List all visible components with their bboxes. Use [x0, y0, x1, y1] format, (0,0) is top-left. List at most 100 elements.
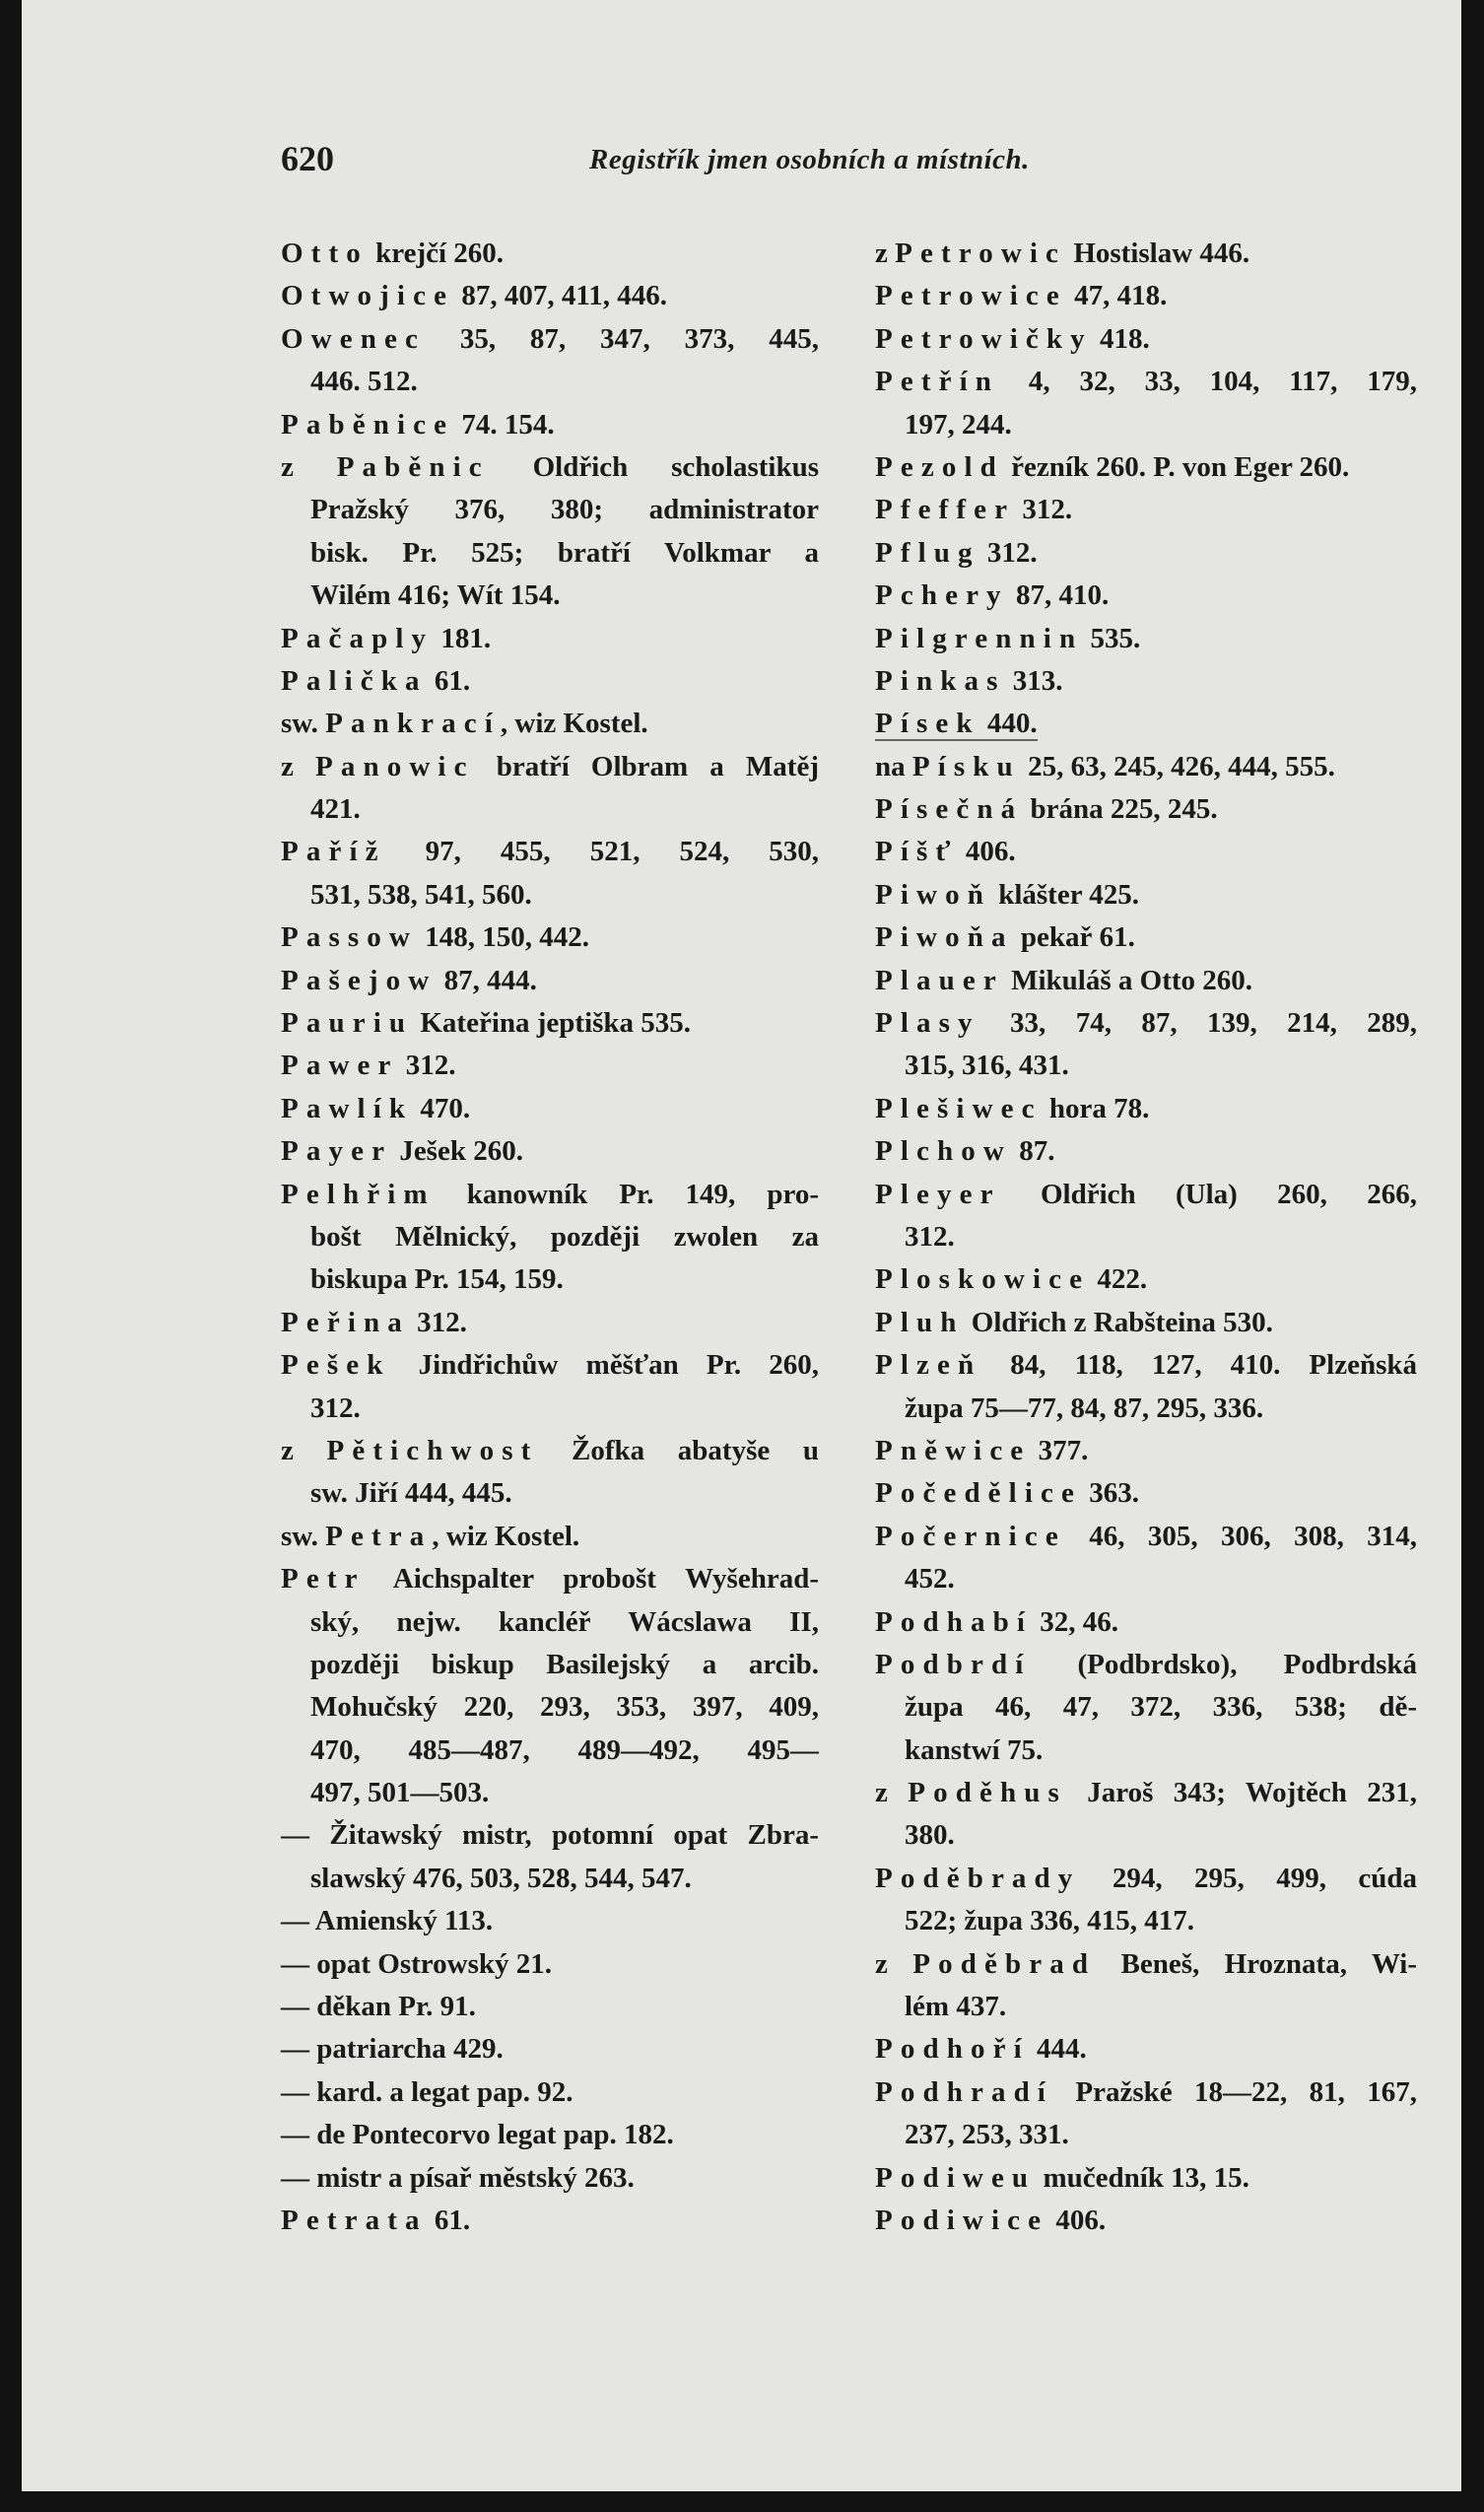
entry-references: Jaroš 343; Wojtěch 231,: [1066, 1777, 1417, 1809]
entry-continuation-line: Pražský 376, 380; administrator: [310, 494, 819, 526]
entry-headword: Počedělice: [875, 1477, 1083, 1510]
index-entry: z Poděbrad Beneš, Hroznata, Wi-lém 437.: [875, 1943, 1417, 2029]
entry-prefix: —: [281, 1819, 330, 1852]
entry-first-line: Otwojice 87, 407, 411, 446.: [281, 275, 819, 317]
entry-prefix: na: [875, 750, 912, 782]
entry-headword: Otto: [281, 238, 369, 269]
index-entry: Podiweu mučedník 13, 15.: [875, 2157, 1417, 2200]
entry-headword: Poděbrady: [875, 1862, 1081, 1894]
entry-references: 535.: [1083, 622, 1141, 654]
entry-first-line: — kard. a legat pap. 92.: [281, 2071, 819, 2114]
entry-headword: Palička: [281, 664, 428, 697]
entry-text: z Pětichwost Žofka abatyše u: [281, 1435, 819, 1466]
entry-headword: Pešek: [281, 1349, 391, 1382]
index-entry: Pačaply 181.: [281, 618, 819, 660]
index-entry: Počernice 46, 305, 306, 308, 314, 452.: [875, 1516, 1417, 1601]
book-page: 620 Registřík jmen osobních a místních. …: [22, 0, 1461, 2491]
index-column-left: Otto krejčí 260. Otwojice 87, 407, 411, 4…: [281, 233, 819, 2242]
entry-references: Beneš, Hroznata, Wi-: [1096, 1947, 1417, 1980]
index-entry: Plauer Mikuláš a Otto 260.: [875, 960, 1417, 1002]
entry-references: bratří Olbram a Matěj: [474, 750, 819, 782]
entry-first-line: Petrata 61.: [281, 2200, 819, 2242]
entry-first-line: Písek 440.: [875, 703, 1417, 745]
entry-continuation-line: slawský 476, 503, 528, 544, 547.: [310, 1862, 692, 1894]
entry-first-line: Piwoňa pekař 61.: [875, 917, 1417, 959]
entry-text: — mistr a písař městský 263.: [281, 2162, 635, 2194]
entry-references: 422.: [1090, 1263, 1148, 1296]
entry-continuation-line: 531, 538, 541, 560.: [310, 878, 532, 911]
entry-first-line: Pawlík 470.: [281, 1088, 819, 1130]
index-entry: — Žitawský mistr, potomní opat Zbra-slaw…: [281, 1814, 819, 1900]
entry-first-line: Poděbrady 294, 295, 499, cúda: [875, 1858, 1417, 1900]
entry-headword: Pleyer: [875, 1178, 1001, 1210]
entry-continuation-line: 522; župa 336, 415, 417.: [905, 1905, 1195, 1937]
entry-references: Mikuláš a Otto 260.: [1003, 964, 1253, 996]
index-entry: Otto krejčí 260.: [281, 233, 819, 275]
entry-first-line: Pawer 312.: [281, 1045, 819, 1087]
entry-first-line: Paříž 97, 455, 521, 524, 530,: [281, 831, 819, 873]
entry-continuation-line: 237, 253, 331.: [905, 2119, 1069, 2151]
entry-headword: Podiweu: [875, 2161, 1037, 2194]
entry-text: Paříž 97, 455, 521, 524, 530,: [281, 836, 819, 867]
entry-references: Ješek 260.: [392, 1135, 523, 1168]
entry-text: Pauriu Kateřina jeptiška 535.: [281, 1007, 691, 1039]
index-entry: — patriarcha 429.: [281, 2028, 819, 2071]
entry-text: Pluh Oldřich z Rabšteina 530.: [875, 1307, 1273, 1338]
entry-prefix: z: [875, 1947, 913, 1980]
entry-references: mučedník 13, 15.: [1036, 2161, 1249, 2194]
index-entry: Plešiwec hora 78.: [875, 1088, 1417, 1130]
entry-text: — de Pontecorvo legat pap. 182.: [281, 2119, 674, 2150]
entry-prefix: z: [875, 1777, 909, 1809]
entry-text: Petr Aichspalter probošt Wyšehrad-: [281, 1563, 819, 1595]
entry-headword: Podhabí: [875, 1605, 1033, 1638]
entry-references: , wiz Kostel.: [432, 1520, 580, 1552]
entry-first-line: Podhabí 32, 46.: [875, 1601, 1417, 1644]
entry-text: Peřina 312.: [281, 1307, 467, 1338]
entry-text: Petrowičky 418.: [875, 323, 1150, 355]
entry-first-line: Plzeň 84, 118, 127, 410. Plzeňská: [875, 1344, 1417, 1387]
index-entry: Passow 148, 150, 442.: [281, 917, 819, 959]
index-entry: Pluh Oldřich z Rabšteina 530.: [875, 1302, 1417, 1344]
index-entry: Pawer 312.: [281, 1045, 819, 1087]
index-entry: Paříž 97, 455, 521, 524, 530, 531, 538, 5…: [281, 831, 819, 917]
entry-continuation-line: 497, 501—503.: [310, 1777, 490, 1809]
entry-references: Kateřina jeptiška 535.: [413, 1007, 692, 1040]
index-entry: Písečná brána 225, 245.: [875, 788, 1417, 831]
entry-text: Pchery 87, 410.: [875, 579, 1109, 611]
entry-continuation-line: později biskup Basilejský a arcib.: [310, 1648, 819, 1680]
entry-first-line: — Amienský 113.: [281, 1900, 819, 1942]
index-entry: Petřín 4, 32, 33, 104, 117, 179, 197, 244…: [875, 361, 1417, 446]
entry-first-line: na Písku 25, 63, 245, 426, 444, 555.: [875, 746, 1417, 788]
entry-headword: Pelhřim: [281, 1178, 436, 1210]
index-entry: Pauriu Kateřina jeptiška 535.: [281, 1002, 819, 1045]
entry-first-line: Piwoň klášter 425.: [875, 874, 1417, 917]
entry-references: Oldřich z Rabšteina 530.: [964, 1306, 1273, 1338]
entry-references: Oldřich (Ula) 260, 266,: [1000, 1178, 1417, 1210]
entry-headword: Otwojice: [281, 280, 455, 312]
entry-references: 47, 418.: [1066, 280, 1168, 312]
entry-text: Petrowice 47, 418.: [875, 280, 1167, 311]
entry-references: 61.: [427, 664, 471, 697]
entry-references: 87.: [1011, 1135, 1055, 1168]
index-entry: Payer Ješek 260.: [281, 1130, 819, 1173]
entry-references: 148, 150, 442.: [417, 921, 589, 954]
entry-first-line: Pflug 312.: [875, 532, 1417, 575]
entry-headword: Pezold: [875, 450, 1004, 483]
index-entry: Pezold řezník 260. P. von Eger 260.: [875, 446, 1417, 489]
entry-headword: Pflug: [875, 536, 980, 569]
index-entry: — kard. a legat pap. 92.: [281, 2071, 819, 2114]
entry-first-line: Pauriu Kateřina jeptiška 535.: [281, 1002, 819, 1045]
entry-references: Oldřich scholastikus: [489, 450, 819, 483]
index-entry: Pašejow 87, 444.: [281, 960, 819, 1002]
entry-headword: Petrowice: [875, 280, 1067, 312]
entry-headword: Owenec: [281, 322, 426, 355]
entry-first-line: Pluh Oldřich z Rabšteina 530.: [875, 1302, 1417, 1344]
entry-headword: Petrata: [281, 2204, 428, 2236]
entry-headword: Pětichwost: [326, 1434, 539, 1466]
entry-text: Pašejow 87, 444.: [281, 965, 537, 996]
entry-first-line: Petřín 4, 32, 33, 104, 117, 179,: [875, 361, 1417, 403]
entry-references: 4, 32, 33, 104, 117, 179,: [999, 366, 1417, 398]
entry-headword: Pačaply: [281, 622, 435, 654]
entry-first-line: Pešek Jindřichůw měšťan Pr. 260,: [281, 1344, 819, 1387]
entry-references: krejčí 260.: [368, 238, 505, 269]
